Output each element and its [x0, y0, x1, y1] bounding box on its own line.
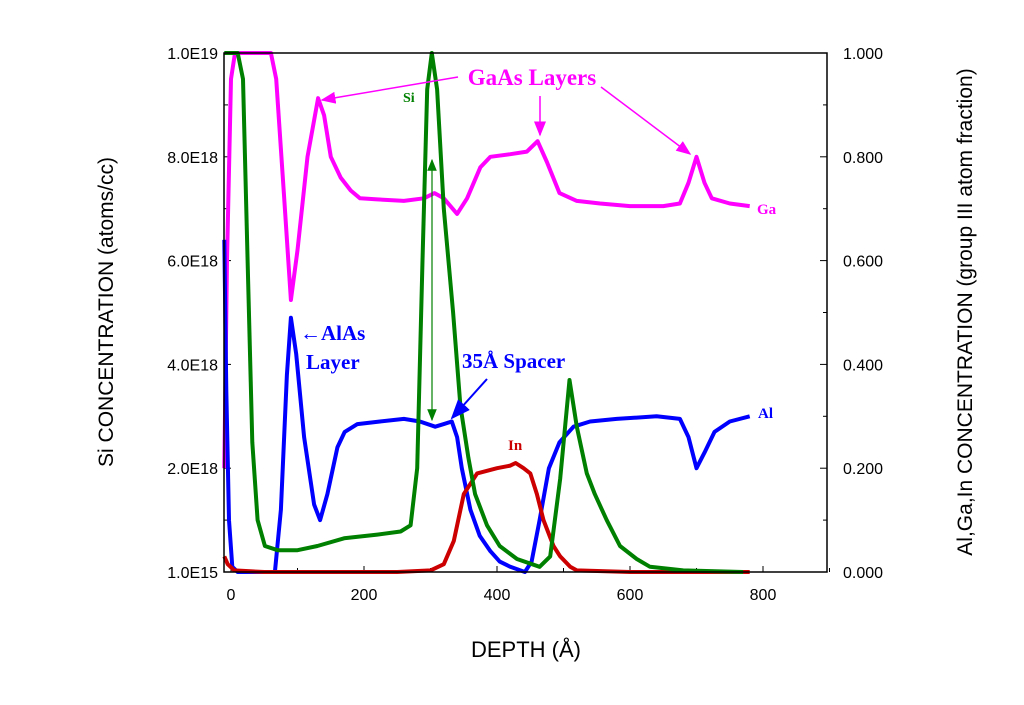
series-line-in [222, 461, 750, 574]
annotation-al: Al [758, 406, 773, 422]
x-tick-label: 0 [227, 587, 236, 604]
series-line-al [222, 239, 751, 574]
annotation-ga: Ga [757, 202, 777, 218]
plot-frame [223, 52, 828, 573]
x-tick-label: 800 [750, 587, 777, 604]
series-line-si [224, 51, 744, 574]
x-tick-label: 600 [617, 587, 644, 604]
x-tick-label: 200 [351, 587, 378, 604]
y-left-tick-label: 1.0E15 [167, 565, 218, 582]
annotation-alas-layer: Layer [306, 350, 360, 374]
annotation-in: In [508, 438, 523, 454]
y-left-axis-title: Si CONCENTRATION (atoms/cc) [95, 157, 118, 467]
y-right-tick-label: 0.200 [843, 461, 883, 478]
y-right-tick-label: 0.800 [843, 150, 883, 167]
y-right-tick-label: 0.000 [843, 565, 883, 582]
y-right-axis-title: Al,Ga,In CONCENTRATION (group III atom f… [954, 68, 977, 555]
annotation-gaas-layers: GaAs Layers [468, 65, 596, 90]
y-right-tick-label: 0.400 [843, 357, 883, 374]
spacer-arrow [450, 378, 488, 420]
y-left-tick-label: 6.0E18 [167, 254, 218, 271]
gaas-arrow-1 [320, 76, 459, 104]
gaas-arrow-3 [600, 86, 692, 155]
x-tick-label: 400 [484, 587, 511, 604]
y-left-tick-label: 2.0E18 [167, 461, 218, 478]
annotation-alas: ←AlAs [300, 321, 365, 345]
y-left-tick-label: 8.0E18 [167, 150, 218, 167]
series-line-ga [222, 51, 750, 469]
annotation-si: Si [403, 91, 415, 106]
x-axis-title: DEPTH (Å) [471, 637, 581, 662]
y-left-tick-label: 4.0E18 [167, 357, 218, 374]
y-left-tick-label: 1.0E19 [167, 46, 218, 63]
y-right-tick-label: 0.600 [843, 254, 883, 271]
annotation-spacer: 35Å Spacer [462, 349, 565, 373]
y-right-tick-label: 1.000 [843, 46, 883, 63]
